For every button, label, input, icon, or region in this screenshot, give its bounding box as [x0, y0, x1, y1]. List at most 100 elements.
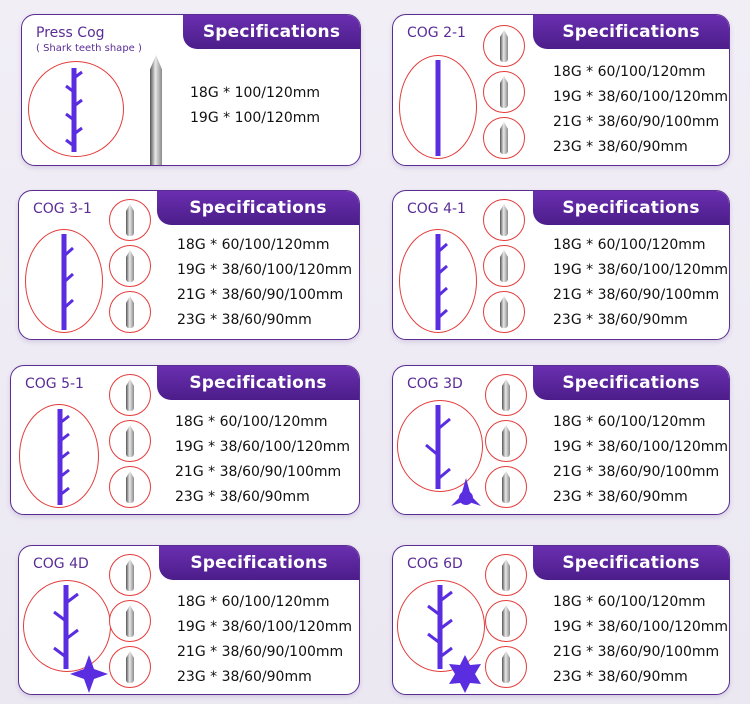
needle-tip-circle [109, 199, 151, 241]
needle-tip-icon [126, 204, 134, 236]
spec-line: 21G * 38/60/90/100mm [553, 287, 720, 303]
spec-line: 23G * 38/60/90mm [553, 139, 688, 155]
needle-tip-circle [483, 25, 525, 67]
needle-tip-circle [485, 600, 527, 642]
spec-line: 19G * 38/60/100/120mm [177, 619, 353, 635]
cog-6d-thread-icon [427, 585, 453, 669]
needle-tip-circle [109, 245, 151, 287]
six-point-star-cross-section-icon [449, 655, 481, 693]
card-title: COG 4D [33, 556, 89, 572]
specifications-header: Specifications [533, 15, 729, 49]
needle-tip-icon [126, 425, 134, 457]
needle-tip-icon [502, 605, 510, 637]
cog-thread-icon [57, 409, 70, 505]
cog-thread-icon [435, 234, 448, 330]
spec-line: 18G * 60/100/120mm [175, 414, 328, 430]
needle-tip-circle [109, 600, 151, 642]
spec-line: 18G * 100/120mm [190, 85, 320, 101]
spec-line: 23G * 38/60/90mm [175, 489, 310, 505]
product-card-cog-4d: COG 4D Specifications 18G * 60/100/120mm… [18, 545, 360, 695]
specifications-header: Specifications [157, 191, 359, 225]
spec-line: 21G * 38/60/90/100mm [553, 464, 720, 480]
card-subtitle: ( Shark teeth shape ) [36, 43, 142, 54]
needle-tip-circle [483, 117, 525, 159]
spec-line: 18G * 60/100/120mm [553, 237, 706, 253]
needle-tip-icon [500, 296, 508, 328]
product-card-cog-6d: COG 6D Specifications 18G * 60/100/120mm… [392, 545, 730, 695]
specifications-header: Specifications [533, 366, 729, 400]
spec-line: 18G * 60/100/120mm [177, 594, 330, 610]
product-card-cog-3d: COG 3D Specifications 18G * 60/100/120mm… [392, 365, 730, 515]
needle-tip-circle [109, 646, 151, 688]
spec-line: 23G * 38/60/90mm [177, 312, 312, 328]
needle-tip-circle [483, 291, 525, 333]
needle-tip-icon [502, 379, 510, 411]
spec-line: 19G * 38/60/100/120mm [553, 439, 729, 455]
spec-line: 18G * 60/100/120mm [553, 64, 706, 80]
spec-line: 19G * 38/60/100/120mm [553, 89, 729, 105]
spec-line: 19G * 100/120mm [190, 110, 320, 126]
cog-3d-thread-icon [425, 405, 451, 489]
needle-tip-icon [126, 651, 134, 683]
four-point-star-cross-section-icon [70, 655, 108, 693]
spec-line: 18G * 60/100/120mm [553, 594, 706, 610]
cog-4d-thread-icon [53, 585, 79, 669]
needle-tip-icon [126, 296, 134, 328]
product-card-cog-4-1: COG 4-1 Specifications 18G * 60/100/120m… [392, 190, 730, 340]
needle-tip-circle [485, 420, 527, 462]
card-title: COG 5-1 [25, 376, 84, 392]
needle-tip-icon [500, 204, 508, 236]
needle-tip-circle [483, 245, 525, 287]
needle-tip-icon [502, 651, 510, 683]
needle-tip-circle [109, 291, 151, 333]
thread-detail-circle [397, 580, 485, 672]
cog-thread-icon [435, 60, 441, 156]
spec-line: 23G * 38/60/90mm [553, 312, 688, 328]
product-card-cog-2-1: COG 2-1 Specifications 18G * 60/100/120m… [392, 14, 730, 166]
needle-tip-circle [485, 554, 527, 596]
needle-icon [150, 55, 162, 165]
needle-tip-circle [483, 71, 525, 113]
needle-tip-icon [500, 76, 508, 108]
needle-tip-icon [500, 30, 508, 62]
needle-tip-icon [126, 250, 134, 282]
thread-detail-circle [23, 580, 111, 672]
specifications-header: Specifications [533, 191, 729, 225]
needle-tip-icon [502, 425, 510, 457]
product-card-cog-5-1: COG 5-1 Specifications 18G * 60/100/120m… [10, 365, 360, 515]
spec-line: 21G * 38/60/90/100mm [553, 644, 720, 660]
card-title: COG 3D [407, 376, 463, 392]
needle-tip-circle [483, 199, 525, 241]
product-card-press-cog: Press Cog ( Shark teeth shape ) Specific… [21, 14, 361, 166]
thread-detail-circle [19, 404, 99, 508]
needle-tip-circle [485, 466, 527, 508]
specifications-header: Specifications [157, 366, 359, 400]
spec-line: 21G * 38/60/90/100mm [175, 464, 342, 480]
spec-line: 19G * 38/60/100/120mm [175, 439, 351, 455]
needle-tip-circle [485, 646, 527, 688]
spec-line: 19G * 38/60/100/120mm [177, 262, 353, 278]
thread-detail-circle [397, 400, 483, 492]
spec-line: 18G * 60/100/120mm [177, 237, 330, 253]
needle-tip-circle [109, 374, 151, 416]
needle-tip-circle [109, 554, 151, 596]
needle-tip-icon [500, 250, 508, 282]
needle-tip-icon [502, 559, 510, 591]
card-title: COG 4-1 [407, 201, 466, 217]
needle-tip-icon [502, 471, 510, 503]
spec-line: 19G * 38/60/100/120mm [553, 262, 729, 278]
cog-thread-icon [61, 234, 74, 330]
needle-tip-circle [109, 466, 151, 508]
needle-tip-icon [126, 471, 134, 503]
spec-line: 23G * 38/60/90mm [177, 669, 312, 685]
spec-line: 21G * 38/60/90/100mm [177, 287, 344, 303]
product-card-cog-3-1: COG 3-1 Specifications 18G * 60/100/120m… [18, 190, 360, 340]
needle-tip-circle [485, 374, 527, 416]
specifications-header: Specifications [533, 546, 729, 580]
card-title: Press Cog [36, 25, 105, 41]
spec-line: 19G * 38/60/100/120mm [553, 619, 729, 635]
triangle-cross-section-icon [451, 478, 481, 506]
needle-tip-icon [500, 122, 508, 154]
needle-tip-circle [109, 420, 151, 462]
specifications-header: Specifications [159, 546, 359, 580]
